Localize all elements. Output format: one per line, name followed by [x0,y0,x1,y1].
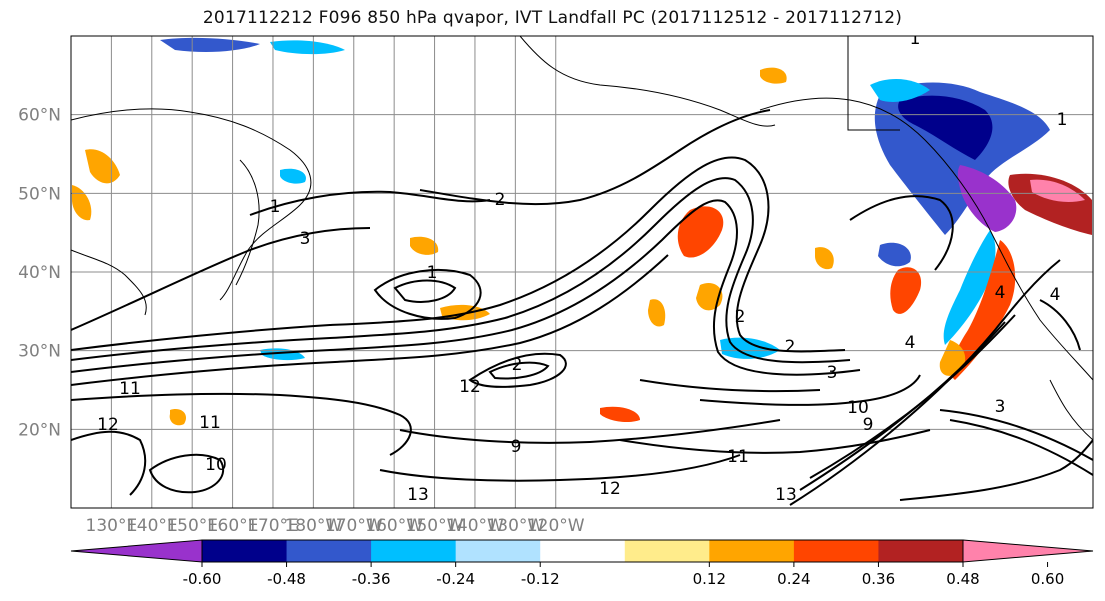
contour-label: 1 [1057,110,1068,130]
colorbar-extend-high [962,539,1094,563]
positive-anomaly-region [410,236,439,255]
positive-anomaly-region [648,299,666,327]
lat-tick-label: 30°N [18,342,61,362]
longitude-labels: 130°E140°E150°E160°E170°E180°W170°W160°W… [86,516,585,536]
colorbar-bin [286,540,372,562]
map-title: 2017112212 F096 850 hPa qvapor, IVT Land… [202,8,903,28]
contour-label: 1 [910,29,921,49]
contour-label: 11 [119,379,141,399]
lon-tick-label: 160°E [207,516,259,536]
contour-label: 2 [735,307,746,327]
colorbar-outline [201,539,964,563]
contour-label: 2 [512,355,523,375]
contour-label: 2 [495,190,506,210]
colorbar-tick-label: -0.48 [267,570,306,588]
contour-label: 4 [995,283,1006,303]
contour-label: 10 [847,398,869,418]
contour-label: 1 [427,263,438,283]
negative-anomaly-region [878,242,911,267]
contour-label: 12 [459,377,481,397]
lon-tick-label: 150°W [406,516,464,536]
colorbar-tick-label: 0.48 [946,570,979,588]
contour-label: 1 [270,197,281,217]
colorbar-tick-label: -0.12 [521,570,560,588]
map-gridlines [71,36,1093,508]
contour-label: 4 [905,333,916,353]
contour-label: 11 [199,413,221,433]
contour-label: 13 [407,485,429,505]
positive-anomaly-region [890,267,922,314]
lon-tick-label: 170°E [247,516,299,536]
positive-anomaly-region [815,247,834,270]
lon-tick-label: 140°W [446,516,504,536]
colorbar-bin [793,540,879,562]
positive-anomaly-region [600,406,640,423]
contour-label: 9 [511,437,522,457]
colorbar-bin [455,540,541,562]
lon-tick-label: 150°E [166,516,218,536]
colorbar-tick-label: -0.36 [352,570,391,588]
positive-anomaly-region [677,206,724,258]
colorbar-bin [540,540,626,562]
colorbar-tick-label: 0.12 [693,570,726,588]
negative-anomaly-region [160,37,260,52]
positive-anomaly-region [1030,179,1085,203]
colorbar-tick-label: -0.24 [436,570,475,588]
contour-label: 10 [205,455,227,475]
colorbar-tick-label: 0.24 [777,570,810,588]
positive-anomaly-region [939,340,966,376]
positive-anomaly-region [169,409,187,426]
contour-label: 3 [827,363,838,383]
lat-tick-label: 40°N [18,263,61,283]
negative-anomaly-region [870,78,930,102]
contour-label: 12 [97,415,119,435]
lon-tick-label: 170°W [325,516,383,536]
negative-anomaly-region [957,165,1017,232]
contour-label: 13 [775,485,797,505]
colorbar-extend-low [70,539,203,563]
contour-label: 11 [727,447,749,467]
colorbar-tick-label: -0.60 [183,570,222,588]
lat-tick-label: 60°N [18,106,61,126]
colorbar-bin [371,540,457,562]
colorbar-tick-labels: -0.60 -0.48 -0.36 -0.24 -0.12 0.12 0.24 0.36 0.4… [183,570,1065,588]
negative-anomaly-region [280,168,306,184]
colorbar-bin [202,540,288,562]
negative-anomaly-region [270,40,345,55]
lon-tick-label: 160°W [365,516,423,536]
contour-label: 2 [785,337,796,357]
qvapor-anomaly-shading [72,37,1092,426]
positive-anomaly-region [760,67,787,84]
contour-label: 12 [599,479,621,499]
lon-tick-label: 130°W [486,516,544,536]
latitude-labels: 20°N 30°N 40°N 50°N 60°N [18,106,61,441]
colorbar-bin [624,540,710,562]
colorbar-tick-label: 0.36 [862,570,895,588]
contour-label: 3 [995,397,1006,417]
colorbar-tick-label: 0.60 [1031,570,1064,588]
positive-anomaly-region [950,240,1016,380]
colorbar-bin [709,540,795,562]
lat-tick-label: 50°N [18,184,61,204]
colorbar-bin [878,540,964,562]
contour-label: 3 [300,229,311,249]
lat-tick-label: 20°N [18,420,61,440]
negative-anomaly-region [720,337,780,359]
positive-anomaly-region [1008,173,1092,235]
lon-tick-label: 120°W [527,516,585,536]
negative-anomaly-region [943,230,996,345]
contour-label: 4 [1050,285,1061,305]
negative-anomaly-region [898,95,993,160]
lon-tick-label: 140°E [126,516,178,536]
lon-tick-label: 180°W [284,516,342,536]
map-frame [70,35,1094,509]
colorbar [70,539,1094,567]
contour-label: 9 [863,415,874,435]
ivt-contours [71,109,1093,506]
lon-tick-label: 130°E [86,516,138,536]
